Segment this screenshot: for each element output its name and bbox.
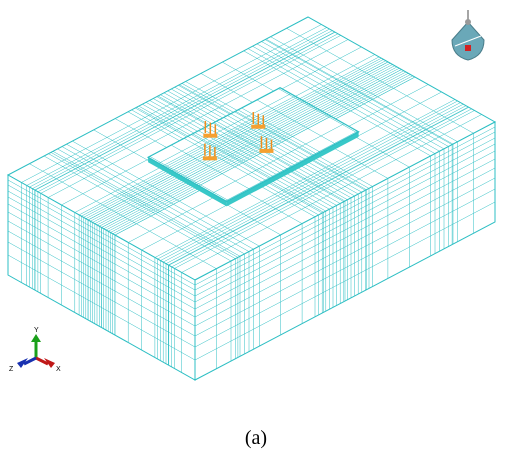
caption: (a) (245, 427, 267, 449)
load-base (251, 125, 265, 129)
load-base (203, 134, 217, 138)
mesh-view: Y Z X (a) (0, 0, 512, 455)
load-base (203, 156, 217, 160)
x-label: X (56, 366, 61, 373)
load-base (259, 149, 273, 153)
triad: Y Z X (9, 327, 61, 373)
mesh (8, 17, 495, 380)
z-label: Z (9, 366, 14, 373)
y-label: Y (34, 327, 39, 334)
y-arrow-head (31, 334, 41, 342)
view-cube-marker (465, 45, 471, 51)
figure: Y Z X (a) (0, 0, 512, 455)
view-cube-knob (465, 19, 471, 25)
view-cube (452, 10, 484, 60)
